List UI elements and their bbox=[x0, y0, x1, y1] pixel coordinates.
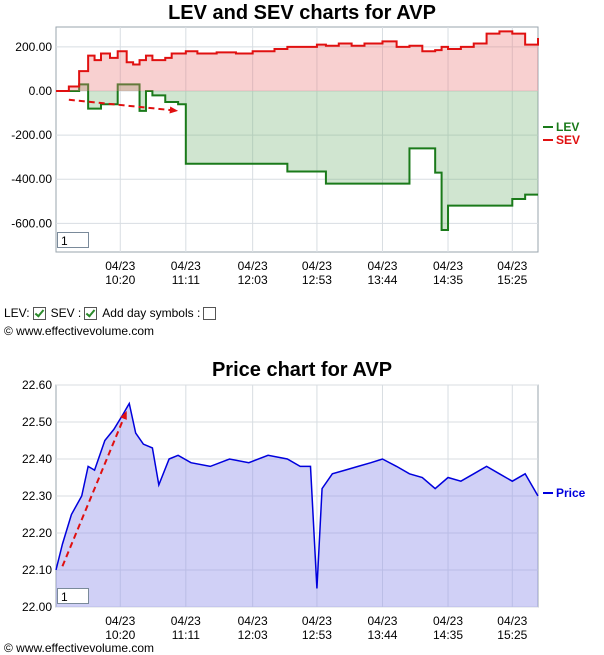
x-tick-label: 04/23 bbox=[433, 614, 463, 628]
y-tick-label: 22.40 bbox=[22, 452, 52, 466]
x-tick-label: 12:53 bbox=[302, 628, 332, 642]
x-tick-label: 12:03 bbox=[238, 628, 268, 642]
copyright-link-bottom[interactable]: © www.effectivevolume.com bbox=[4, 641, 154, 655]
x-tick-label: 13:44 bbox=[367, 628, 397, 642]
x-tick-label: 04/23 bbox=[302, 614, 332, 628]
y-tick-label: 22.30 bbox=[22, 489, 52, 503]
y-tick-label: 22.00 bbox=[22, 600, 52, 614]
x-tick-label: 04/23 bbox=[497, 614, 527, 628]
y-tick-label: 22.10 bbox=[22, 563, 52, 577]
x-tick-label: 04/23 bbox=[105, 614, 135, 628]
y-tick-label: 22.60 bbox=[22, 378, 52, 392]
x-tick-label: 04/23 bbox=[171, 614, 201, 628]
price-legend-label: Price bbox=[556, 486, 586, 500]
x-tick-label: 11:11 bbox=[172, 628, 201, 642]
x-tick-label: 04/23 bbox=[238, 614, 268, 628]
x-tick-label: 14:35 bbox=[433, 628, 463, 642]
y-tick-label: 22.20 bbox=[22, 526, 52, 540]
price-zoom-input[interactable]: 1 bbox=[57, 588, 89, 604]
x-tick-label: 04/23 bbox=[367, 614, 397, 628]
x-tick-label: 10:20 bbox=[105, 628, 135, 642]
y-tick-label: 22.50 bbox=[22, 415, 52, 429]
x-tick-label: 15:25 bbox=[497, 628, 527, 642]
